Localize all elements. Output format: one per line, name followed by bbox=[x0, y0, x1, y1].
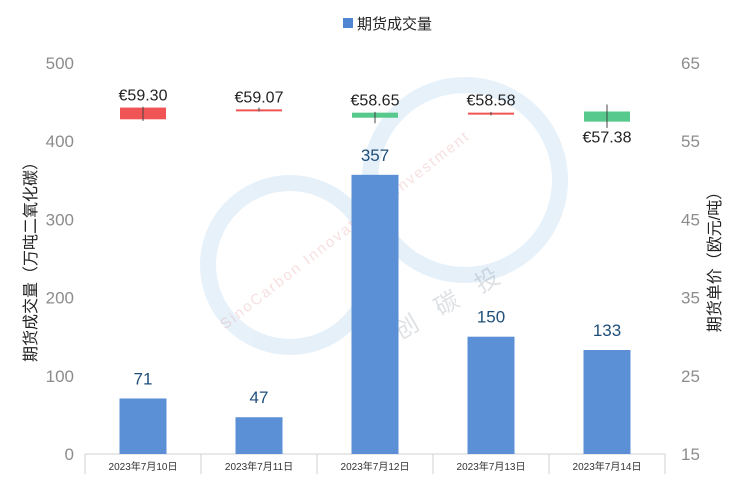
bar bbox=[583, 349, 631, 454]
y-right-tick-label: 45 bbox=[681, 210, 700, 229]
bar bbox=[351, 174, 399, 455]
x-tick-label: 2023年7月12日 bbox=[341, 460, 410, 473]
x-tick-label: 2023年7月13日 bbox=[457, 460, 526, 473]
y-left-tick-label: 500 bbox=[46, 54, 74, 73]
bar bbox=[235, 417, 283, 454]
y-left-tick-label: 0 bbox=[65, 445, 74, 464]
price-label: €58.58 bbox=[467, 93, 516, 110]
y-left-tick-label: 300 bbox=[46, 210, 74, 229]
legend: 期货成交量 bbox=[343, 15, 432, 33]
x-tick-label: 2023年7月10日 bbox=[109, 460, 178, 473]
y-left-tick-label: 400 bbox=[46, 132, 74, 151]
price-label: €57.38 bbox=[583, 130, 632, 147]
x-tick-label: 2023年7月11日 bbox=[225, 460, 293, 473]
x-category-labels: 2023年7月10日 2023年7月11日 2023年7月12日 2023年7月13日… bbox=[84, 454, 666, 474]
y-left-tick-label: 100 bbox=[46, 367, 74, 386]
y-left-tick-label: 200 bbox=[46, 289, 74, 308]
y-right-tick-label: 55 bbox=[681, 132, 700, 151]
y-right-tick-label: 35 bbox=[681, 289, 700, 308]
y-right-ticks: 15 25 35 45 55 65 bbox=[681, 54, 700, 464]
y-right-tick-label: 25 bbox=[681, 367, 700, 386]
price-candles: €59.30 €59.07 €58.65 €58.58 €57.38 bbox=[119, 88, 632, 147]
price-label: €58.65 bbox=[351, 93, 400, 110]
price-label: €59.30 bbox=[119, 88, 168, 105]
y-right-tick-label: 65 bbox=[681, 54, 700, 73]
y-right-tick-label: 15 bbox=[681, 445, 700, 464]
bar-value-label: 357 bbox=[361, 146, 389, 165]
bar-value-label: 150 bbox=[477, 308, 505, 327]
x-tick-label: 2023年7月14日 bbox=[573, 460, 642, 473]
bars: 71 47 357 150 133 bbox=[119, 146, 631, 455]
bar-value-label: 71 bbox=[134, 369, 153, 388]
price-label: €59.07 bbox=[235, 89, 284, 106]
bar-value-label: 133 bbox=[593, 321, 621, 340]
y-right-axis-title: 期货单价（欧元/吨） bbox=[706, 184, 724, 332]
legend-label: 期货成交量 bbox=[357, 15, 432, 33]
y-left-axis-title: 期货成交量（万吨二氧化碳） bbox=[22, 154, 40, 362]
bar bbox=[119, 398, 167, 454]
y-left-ticks: 0 100 200 300 400 500 bbox=[46, 54, 74, 464]
bar-value-label: 47 bbox=[250, 388, 269, 407]
legend-swatch bbox=[343, 18, 353, 28]
bar bbox=[467, 336, 515, 454]
